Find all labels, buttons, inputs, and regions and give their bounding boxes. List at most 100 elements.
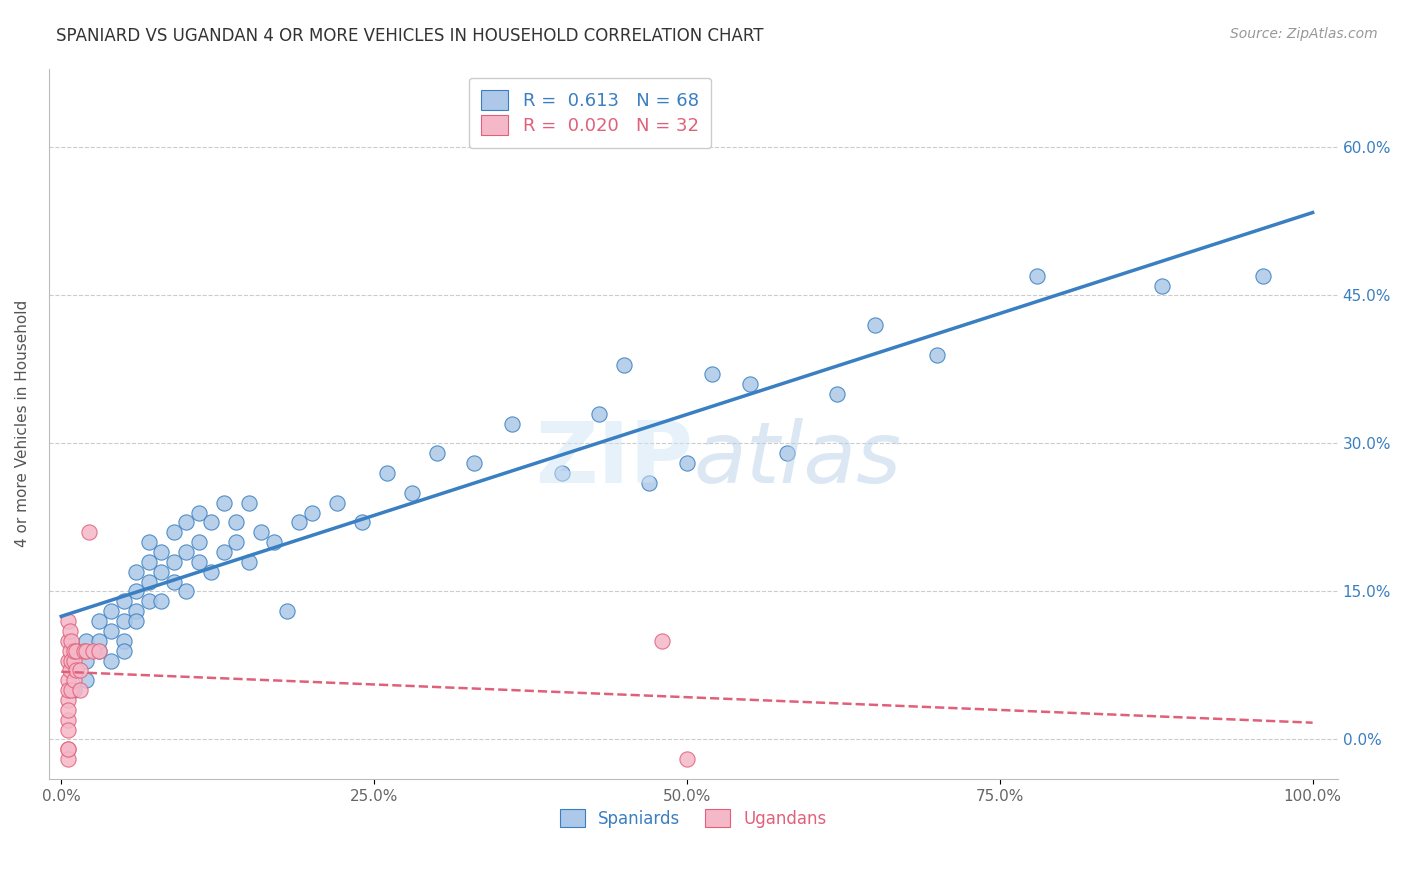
Point bbox=[301, 506, 323, 520]
Point bbox=[138, 574, 160, 589]
Point bbox=[150, 545, 173, 559]
Point bbox=[56, 614, 79, 628]
Point bbox=[325, 496, 347, 510]
Point bbox=[73, 643, 96, 657]
Point bbox=[62, 643, 84, 657]
Point bbox=[69, 683, 91, 698]
Point bbox=[65, 643, 87, 657]
Point bbox=[138, 535, 160, 549]
Point bbox=[613, 358, 636, 372]
Point bbox=[238, 555, 260, 569]
Point bbox=[62, 683, 84, 698]
Point bbox=[112, 594, 135, 608]
Point bbox=[187, 535, 209, 549]
Point bbox=[176, 584, 198, 599]
Point bbox=[651, 633, 673, 648]
Point bbox=[225, 516, 247, 530]
Point bbox=[238, 496, 260, 510]
Text: atlas: atlas bbox=[693, 417, 901, 500]
Text: Source: ZipAtlas.com: Source: ZipAtlas.com bbox=[1230, 27, 1378, 41]
Legend: Spaniards, Ugandans: Spaniards, Ugandans bbox=[553, 803, 834, 835]
Point bbox=[112, 614, 135, 628]
Point bbox=[112, 633, 135, 648]
Point bbox=[150, 565, 173, 579]
Point bbox=[56, 703, 79, 717]
Point bbox=[56, 653, 79, 667]
Point bbox=[87, 633, 110, 648]
Point bbox=[700, 368, 723, 382]
Point bbox=[125, 584, 148, 599]
Point bbox=[56, 633, 79, 648]
Point bbox=[77, 525, 100, 540]
Point bbox=[56, 673, 79, 688]
Point bbox=[138, 555, 160, 569]
Point bbox=[1251, 268, 1274, 283]
Point bbox=[927, 348, 949, 362]
Point bbox=[75, 643, 97, 657]
Point bbox=[401, 485, 423, 500]
Point bbox=[187, 555, 209, 569]
Point bbox=[56, 752, 79, 766]
Point bbox=[825, 387, 848, 401]
Point bbox=[65, 664, 87, 678]
Point bbox=[75, 633, 97, 648]
Point bbox=[187, 506, 209, 520]
Point bbox=[100, 624, 122, 638]
Point bbox=[200, 516, 222, 530]
Point bbox=[163, 525, 186, 540]
Point bbox=[150, 594, 173, 608]
Y-axis label: 4 or more Vehicles in Household: 4 or more Vehicles in Household bbox=[15, 300, 30, 548]
Point bbox=[212, 545, 235, 559]
Point bbox=[69, 664, 91, 678]
Point bbox=[163, 574, 186, 589]
Point bbox=[60, 683, 83, 698]
Point bbox=[75, 673, 97, 688]
Point bbox=[56, 742, 79, 756]
Point bbox=[426, 446, 449, 460]
Text: SPANIARD VS UGANDAN 4 OR MORE VEHICLES IN HOUSEHOLD CORRELATION CHART: SPANIARD VS UGANDAN 4 OR MORE VEHICLES I… bbox=[56, 27, 763, 45]
Point bbox=[112, 643, 135, 657]
Point bbox=[59, 643, 82, 657]
Point bbox=[463, 456, 485, 470]
Point bbox=[212, 496, 235, 510]
Point bbox=[125, 614, 148, 628]
Point bbox=[288, 516, 311, 530]
Point bbox=[163, 555, 186, 569]
Point bbox=[125, 604, 148, 618]
Point bbox=[250, 525, 273, 540]
Point bbox=[738, 377, 761, 392]
Point bbox=[863, 318, 886, 332]
Point bbox=[225, 535, 247, 549]
Text: ZIP: ZIP bbox=[536, 417, 693, 500]
Point bbox=[176, 516, 198, 530]
Point bbox=[138, 594, 160, 608]
Point bbox=[87, 614, 110, 628]
Point bbox=[676, 456, 699, 470]
Point bbox=[100, 653, 122, 667]
Point bbox=[350, 516, 373, 530]
Point bbox=[176, 545, 198, 559]
Point bbox=[263, 535, 285, 549]
Point bbox=[100, 604, 122, 618]
Point bbox=[56, 693, 79, 707]
Point bbox=[62, 673, 84, 688]
Point bbox=[87, 643, 110, 657]
Point bbox=[62, 653, 84, 667]
Point bbox=[1026, 268, 1049, 283]
Point bbox=[60, 633, 83, 648]
Point bbox=[56, 742, 79, 756]
Point bbox=[375, 466, 398, 480]
Point bbox=[60, 653, 83, 667]
Point bbox=[501, 417, 523, 431]
Point bbox=[1152, 278, 1174, 293]
Point bbox=[776, 446, 799, 460]
Point bbox=[638, 475, 661, 490]
Point bbox=[59, 624, 82, 638]
Point bbox=[56, 713, 79, 727]
Point bbox=[56, 683, 79, 698]
Point bbox=[551, 466, 574, 480]
Point bbox=[75, 653, 97, 667]
Point bbox=[56, 723, 79, 737]
Point bbox=[125, 565, 148, 579]
Point bbox=[59, 664, 82, 678]
